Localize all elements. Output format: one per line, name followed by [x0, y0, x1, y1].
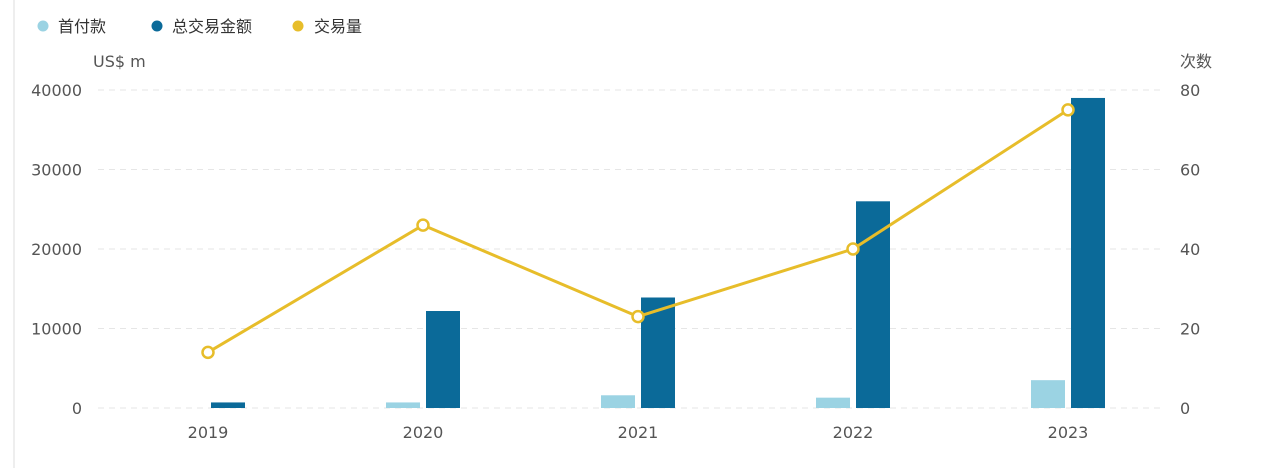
bar-total-amount[interactable] [211, 402, 245, 408]
bar-total-amount[interactable] [856, 201, 890, 408]
left-tick-label: 40000 [31, 81, 82, 100]
right-tick-label: 40 [1180, 240, 1200, 259]
right-axis-unit: 次数 [1180, 52, 1212, 71]
bar-downpayment[interactable] [1031, 380, 1065, 408]
legend-marker-total-amount [151, 20, 163, 32]
legend-item-volume[interactable]: 交易量 [292, 17, 363, 36]
x-tick-label: 2023 [1048, 423, 1089, 442]
bars [211, 97, 1105, 408]
left-tick-label: 0 [72, 399, 82, 418]
legend-item-downpayment[interactable]: 首付款 [37, 17, 107, 36]
legend-marker-downpayment [37, 20, 49, 32]
legend-label-volume: 交易量 [314, 17, 362, 36]
right-tick-label: 20 [1180, 320, 1200, 339]
volume-point[interactable] [631, 309, 645, 324]
right-tick-label: 0 [1180, 399, 1190, 418]
left-axis-unit: US$ m [93, 52, 146, 71]
x-tick-label: 2021 [618, 423, 659, 442]
right-tick-label: 60 [1180, 161, 1200, 180]
bar-downpayment[interactable] [386, 402, 420, 408]
right-tick-label: 80 [1180, 81, 1200, 100]
x-axis-ticks: 2019 2020 2021 2022 2023 [188, 423, 1089, 442]
volume-points [201, 103, 1075, 360]
grid-lines [98, 89, 1165, 409]
left-tick-label: 10000 [31, 320, 82, 339]
bar-downpayment[interactable] [816, 397, 850, 408]
x-tick-label: 2020 [403, 423, 444, 442]
legend-item-total-amount[interactable]: 总交易金额 [151, 17, 253, 36]
right-axis-ticks: 0 20 40 60 80 [1180, 81, 1200, 418]
volume-point[interactable] [846, 242, 860, 256]
left-tick-label: 20000 [31, 240, 82, 259]
bar-total-amount[interactable] [1071, 97, 1105, 408]
volume-point[interactable] [1061, 103, 1075, 117]
legend-marker-volume [292, 20, 304, 32]
volume-point[interactable] [201, 345, 215, 360]
x-tick-label: 2022 [833, 423, 874, 442]
volume-point[interactable] [416, 218, 430, 232]
bar-downpayment[interactable] [601, 395, 635, 408]
left-tick-label: 30000 [31, 161, 82, 180]
legend-label-total-amount: 总交易金额 [172, 17, 252, 36]
bar-total-amount[interactable] [641, 297, 675, 408]
bar-total-amount[interactable] [426, 311, 460, 408]
left-axis-ticks: 0 10000 20000 30000 40000 [31, 81, 82, 418]
legend-label-downpayment: 首付款 [58, 17, 106, 36]
x-tick-label: 2019 [188, 423, 229, 442]
legend: 首付款 总交易金额 交易量 [37, 17, 363, 36]
